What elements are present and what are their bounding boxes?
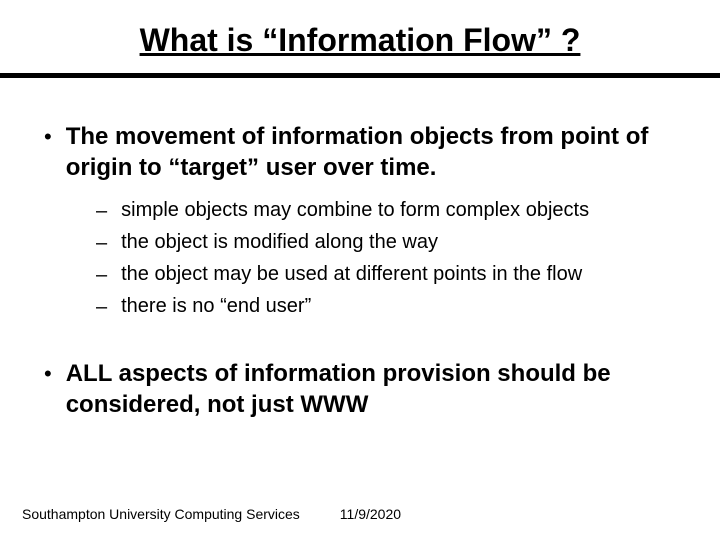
sub-bullet-list: – simple objects may combine to form com… — [44, 197, 676, 321]
bullet-text: ALL aspects of information provision sho… — [66, 359, 676, 420]
footer-org: Southampton University Computing Service… — [22, 506, 300, 522]
bullet-dash-icon: – — [96, 293, 107, 321]
content-area: • The movement of information objects fr… — [0, 78, 720, 421]
bullet-level2: – the object may be used at different po… — [96, 261, 676, 289]
bullet-level1: • ALL aspects of information provision s… — [44, 359, 676, 420]
bullet-dash-icon: – — [96, 229, 107, 257]
sub-bullet-text: the object may be used at different poin… — [121, 261, 582, 288]
slide: What is “Information Flow” ? • The movem… — [0, 0, 720, 540]
bullet-dash-icon: – — [96, 261, 107, 289]
bullet-level2: – there is no “end user” — [96, 293, 676, 321]
footer: Southampton University Computing Service… — [22, 506, 401, 522]
title-area: What is “Information Flow” ? — [0, 0, 720, 73]
bullet-level2: – the object is modified along the way — [96, 229, 676, 257]
sub-bullet-text: the object is modified along the way — [121, 229, 438, 256]
bullet-level2: – simple objects may combine to form com… — [96, 197, 676, 225]
bullet-level1: • The movement of information objects fr… — [44, 122, 676, 183]
bullet-dot-icon: • — [44, 359, 52, 389]
bullet-text: The movement of information objects from… — [66, 122, 676, 183]
bullet-dot-icon: • — [44, 122, 52, 152]
sub-bullet-text: simple objects may combine to form compl… — [121, 197, 589, 224]
footer-date: 11/9/2020 — [340, 506, 401, 522]
slide-title: What is “Information Flow” ? — [140, 22, 581, 59]
sub-bullet-text: there is no “end user” — [121, 293, 311, 320]
bullet-dash-icon: – — [96, 197, 107, 225]
